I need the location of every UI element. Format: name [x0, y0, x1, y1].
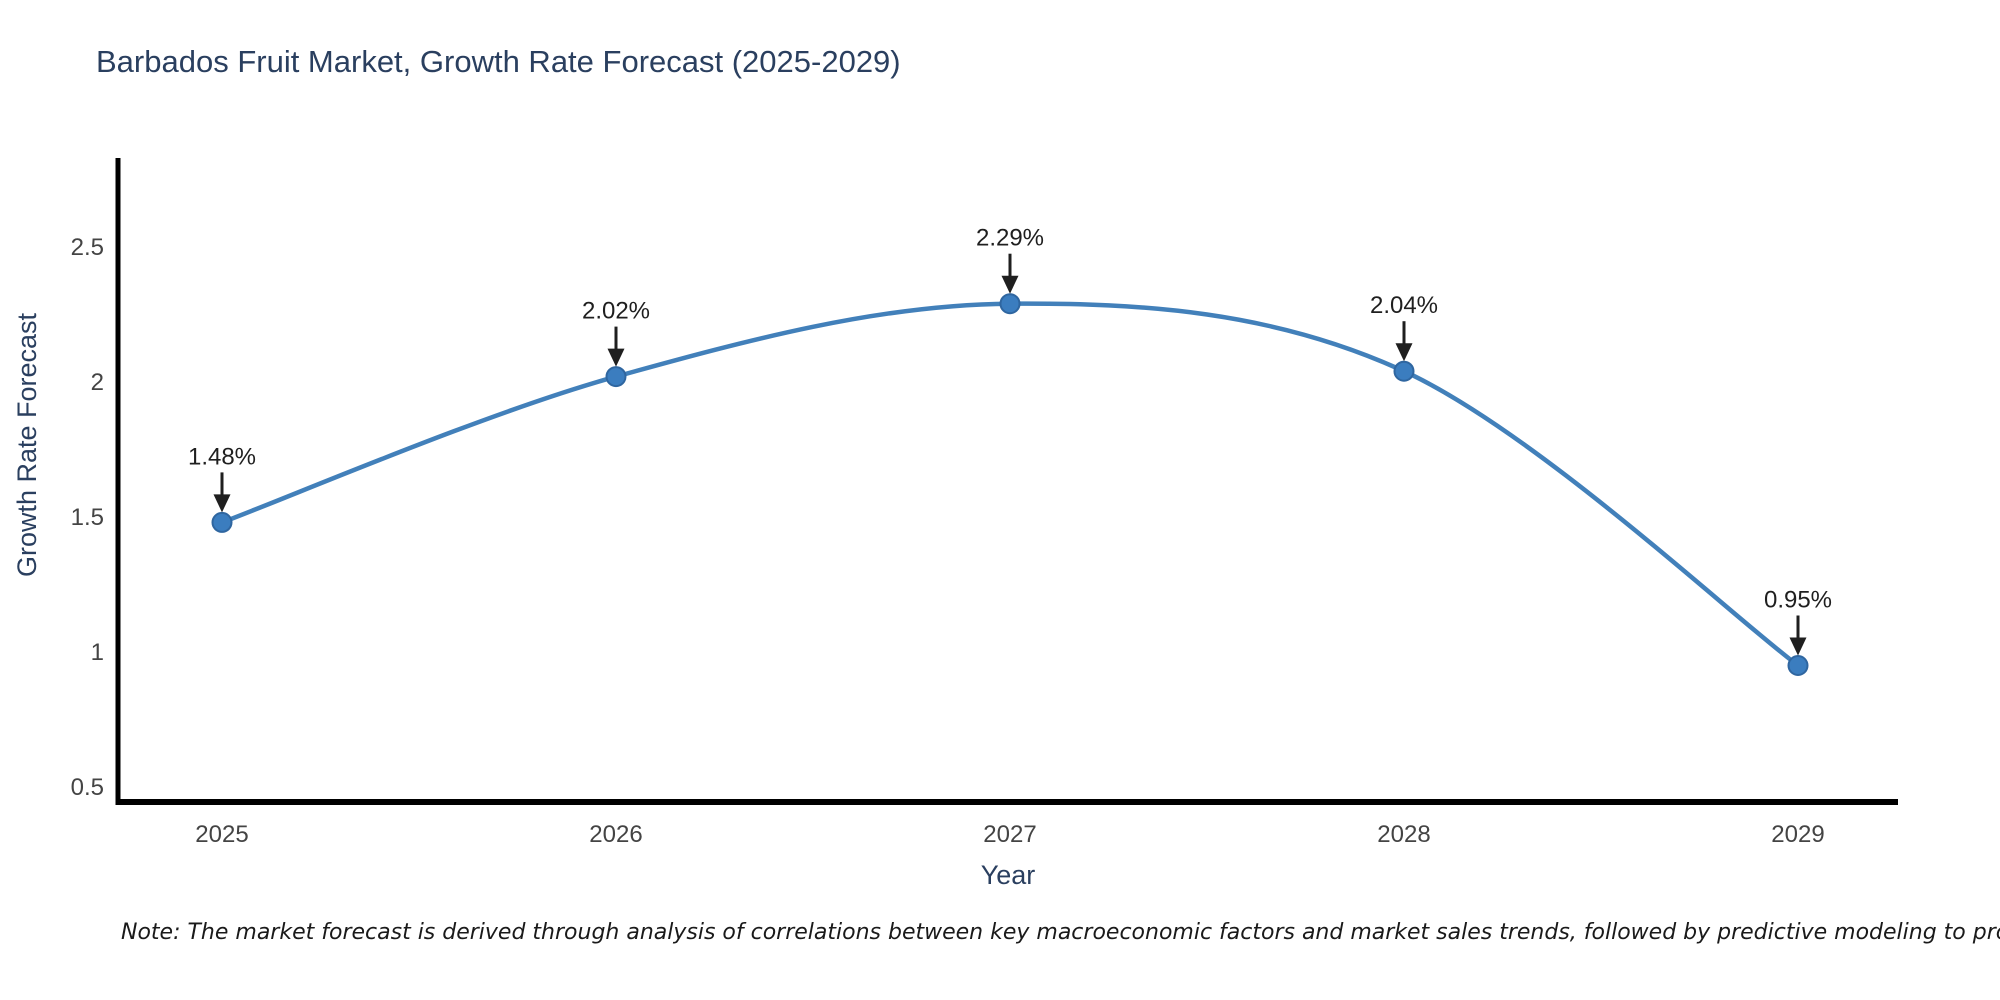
y-axis-title: Growth Rate Forecast — [12, 312, 42, 577]
annotation-label: 0.95% — [1764, 587, 1832, 614]
annotation-label: 2.02% — [582, 298, 650, 325]
data-point-marker — [211, 511, 233, 533]
x-tick-label: 2025 — [195, 821, 248, 848]
footnote: Note: The market forecast is derived thr… — [121, 920, 2000, 945]
y-tick-label: 1.5 — [71, 504, 104, 531]
data-point-marker — [605, 366, 627, 388]
chart-title: Barbados Fruit Market, Growth Rate Forec… — [96, 44, 901, 79]
annotation-arrowhead — [213, 494, 231, 513]
y-tick-label: 1 — [91, 639, 104, 666]
data-point-marker — [1787, 655, 1809, 676]
y-tick-label: 2.5 — [71, 234, 104, 261]
data-point-marker — [1393, 360, 1415, 382]
data-point-marker — [999, 293, 1021, 315]
series-line — [219, 301, 1801, 668]
annotation-label: 2.04% — [1370, 292, 1438, 319]
x-tick-label: 2027 — [983, 821, 1036, 848]
annotation-arrowhead — [1395, 343, 1413, 362]
annotation-arrowhead — [1001, 275, 1019, 294]
annotation-arrowhead — [1789, 637, 1807, 656]
y-tick-label: 2 — [91, 369, 104, 396]
annotation-label: 1.48% — [188, 443, 256, 470]
x-tick-label: 2028 — [1377, 821, 1430, 848]
x-tick-label: 2029 — [1771, 821, 1824, 848]
y-tick-label: 0.5 — [71, 774, 104, 801]
annotation-label: 2.29% — [976, 225, 1044, 252]
x-tick-label: 2026 — [589, 821, 642, 848]
x-axis-title: Year — [981, 860, 1036, 890]
annotation-arrowhead — [607, 348, 625, 367]
